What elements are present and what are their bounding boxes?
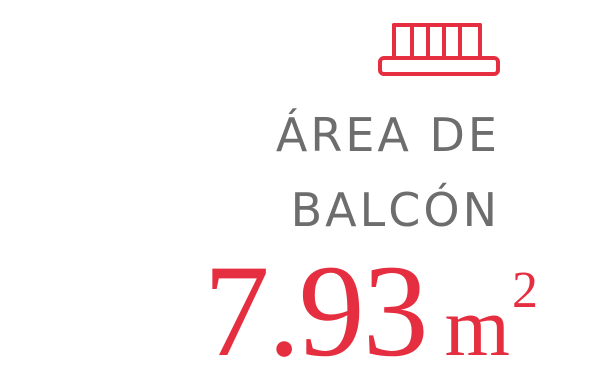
area-label-line1: ÁREA DE [275,108,500,162]
balcony-railing-icon [376,18,502,78]
area-value: 7.93 [203,237,429,384]
area-label-line2: BALCÓN [290,183,500,237]
area-unit-exponent: 2 [512,262,538,319]
area-measurement: 7.93 m2 [204,245,538,377]
area-unit: m [444,281,510,374]
